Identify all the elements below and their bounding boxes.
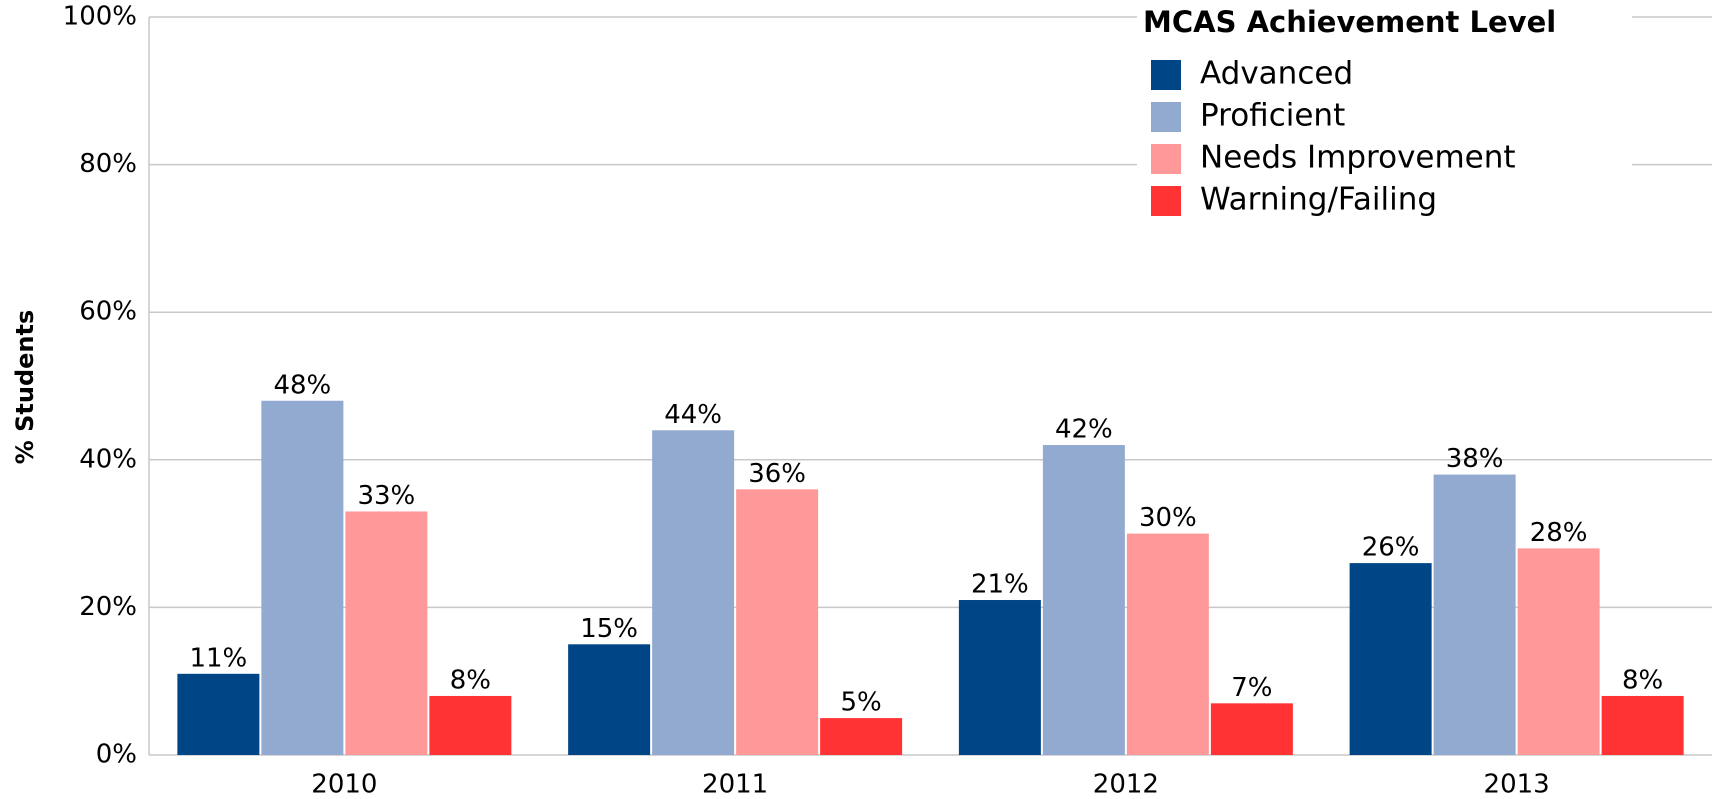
legend-swatch [1151, 144, 1181, 174]
y-tick-label: 60% [79, 297, 137, 327]
legend-swatch [1151, 102, 1181, 132]
value-label: 38% [1446, 444, 1504, 474]
legend-swatch [1151, 60, 1181, 90]
value-label: 28% [1530, 518, 1588, 548]
legend-swatch [1151, 186, 1181, 216]
legend-label: Warning/Failing [1200, 182, 1437, 218]
bar [1433, 474, 1516, 755]
value-label: 8% [1622, 665, 1663, 695]
bar [1349, 563, 1432, 755]
legend-label: Proficient [1200, 98, 1345, 134]
y-tick-label: 0% [96, 740, 137, 770]
bar [1042, 445, 1125, 755]
x-tick-label: 2013 [1484, 770, 1550, 799]
y-tick-label: 100% [63, 2, 137, 32]
bar [345, 511, 428, 755]
bar [820, 718, 903, 755]
bar [177, 673, 260, 755]
bar [1517, 548, 1600, 755]
value-label: 15% [580, 614, 638, 644]
value-label: 44% [664, 400, 722, 430]
value-label: 5% [841, 688, 882, 718]
value-label: 7% [1231, 673, 1272, 703]
bar [568, 644, 651, 755]
value-label: 21% [971, 570, 1029, 600]
bar [736, 489, 819, 755]
legend-title: MCAS Achievement Level [1143, 5, 1556, 39]
y-tick-label: 80% [79, 149, 137, 179]
bar [1601, 695, 1684, 755]
x-tick-label: 2012 [1093, 770, 1159, 799]
y-tick-label: 20% [79, 592, 137, 622]
y-tick-label: 40% [79, 444, 137, 474]
value-label: 42% [1055, 415, 1113, 445]
bar [652, 430, 735, 755]
legend-label: Advanced [1200, 56, 1353, 92]
bar [429, 695, 512, 755]
x-tick-label: 2010 [311, 770, 377, 799]
value-label: 33% [357, 481, 415, 511]
value-label: 30% [1139, 503, 1197, 533]
legend-background [1137, 2, 1632, 212]
value-label: 8% [450, 665, 491, 695]
bar [261, 400, 344, 755]
value-label: 36% [748, 459, 806, 489]
legend-label: Needs Improvement [1200, 140, 1516, 176]
bar [1210, 703, 1293, 755]
bar [1126, 533, 1209, 755]
value-label: 48% [273, 370, 331, 400]
value-label: 26% [1362, 533, 1420, 563]
y-axis-label: % Students [11, 310, 39, 465]
x-tick-label: 2011 [702, 770, 768, 799]
bar [958, 600, 1041, 755]
value-label: 11% [189, 643, 247, 673]
